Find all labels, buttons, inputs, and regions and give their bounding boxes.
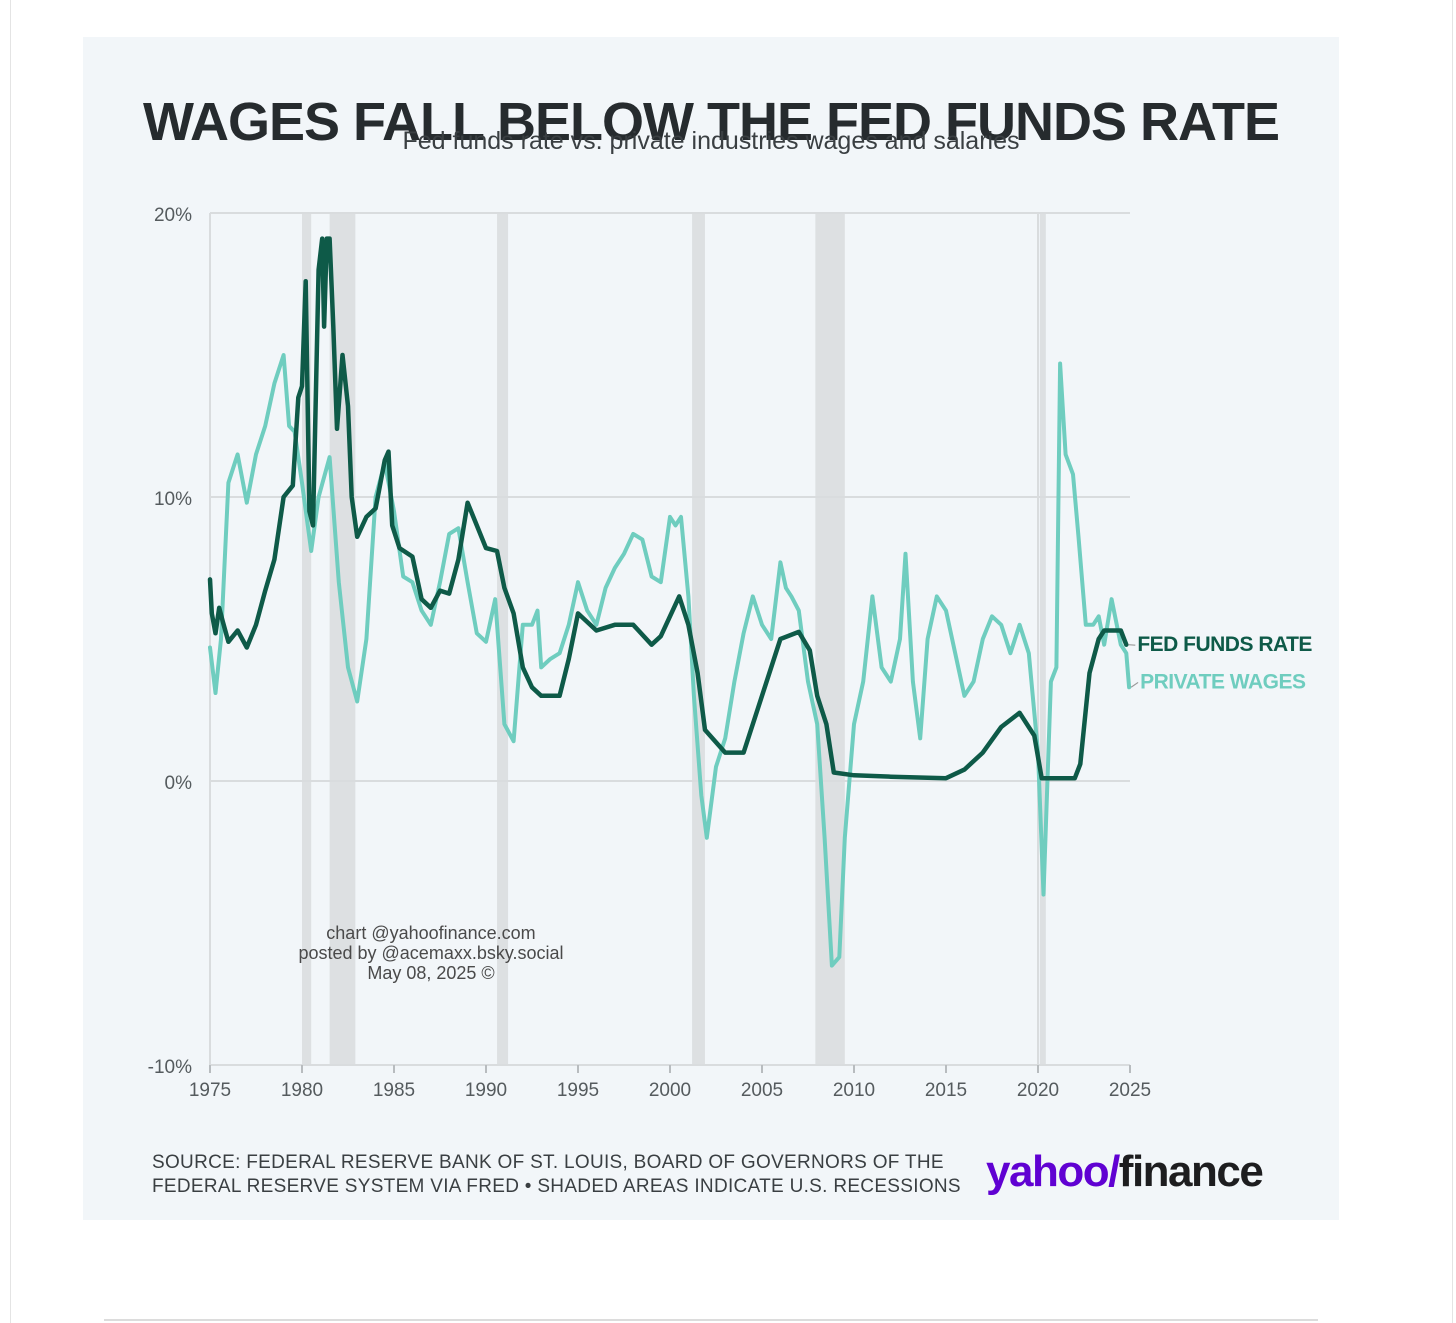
watermark-line: May 08, 2025 © (367, 963, 495, 983)
x-tick-label: 2020 (1017, 1080, 1059, 1101)
x-tick-label: 2000 (649, 1080, 691, 1101)
chart-subtitle: Fed funds rate vs. private industries wa… (402, 127, 1020, 155)
chart-card: WAGES FALL BELOW THE FED FUNDS RATE Fed … (83, 37, 1339, 1220)
chart-title: WAGES FALL BELOW THE FED FUNDS RATE (143, 92, 1280, 152)
legend-leader (1130, 681, 1139, 688)
recession-band (302, 213, 312, 1065)
x-tick-label: 1985 (373, 1080, 415, 1101)
recession-band (692, 213, 705, 1065)
logo-finance: finance (1118, 1147, 1264, 1196)
source-note: SOURCE: FEDERAL RESERVE BANK OF ST. LOUI… (152, 1151, 972, 1199)
logo-yahoo: yahoo/ (986, 1147, 1120, 1196)
source-line: FEDERAL RESERVE SYSTEM VIA FRED • SHADED… (152, 1176, 961, 1197)
x-tick-label: 2005 (741, 1080, 783, 1101)
watermark-line: posted by @acemaxx.bsky.social (298, 943, 564, 963)
page-right-rule (1452, 0, 1453, 1323)
yahoo-finance-logo: yahoo/finance (986, 1142, 1264, 1202)
chart-svg: 20% 10% 0% -10%1975 1980 1985 1990 1995 2000 2005… (148, 205, 1313, 1101)
recession-band (497, 213, 509, 1065)
x-tick-label: 2010 (833, 1080, 875, 1101)
axis-labels: 20% 10% 0% -10%1975 1980 1985 1990 1995 2000 2005… (148, 205, 1152, 1101)
fed-funds-rate-line (207, 236, 1129, 781)
x-tick-label: 1995 (557, 1080, 599, 1101)
grid-lines (209, 212, 1131, 1073)
legend-leader (1128, 644, 1136, 646)
x-tick-label: 2015 (925, 1080, 967, 1101)
page-left-rule (10, 0, 11, 1323)
x-tick-label: 2025 (1109, 1080, 1151, 1101)
page-bottom-rule (104, 1319, 1318, 1321)
y-tick-label: 0% (165, 773, 193, 794)
series-legend: FED FUNDS RATE PRIVATE WAGES (1128, 633, 1313, 693)
watermark: chart @yahoofinance.com posted by @acema… (283, 923, 579, 983)
y-tick-label: 20% (154, 205, 192, 226)
x-tick-label: 1990 (465, 1080, 507, 1101)
y-tick-label: 10% (154, 489, 192, 510)
source-line: SOURCE: FEDERAL RESERVE BANK OF ST. LOUI… (152, 1152, 944, 1173)
legend-label: FED FUNDS RATE (1137, 633, 1312, 656)
legend-label: PRIVATE WAGES (1140, 670, 1306, 693)
recession-band (1039, 213, 1046, 1065)
x-tick-label: 1975 (189, 1080, 231, 1101)
watermark-line: chart @yahoofinance.com (326, 923, 536, 943)
y-tick-label: -10% (148, 1057, 192, 1078)
series-lines (207, 236, 1132, 968)
x-tick-label: 1980 (281, 1080, 323, 1101)
